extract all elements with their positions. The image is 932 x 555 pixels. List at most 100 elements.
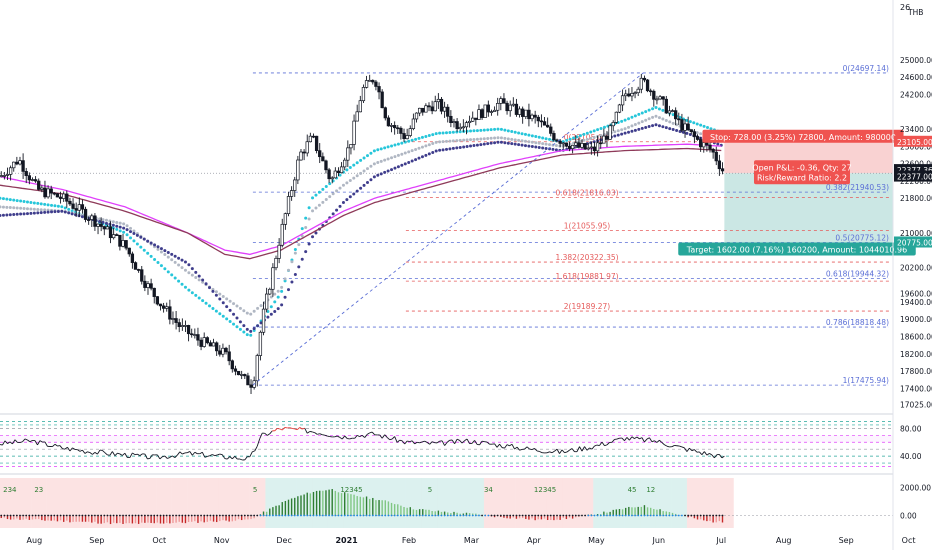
ma-dot	[232, 323, 235, 326]
candle-body	[243, 374, 246, 375]
ma-dot	[150, 241, 153, 244]
ma-dot	[414, 138, 417, 141]
candle-body	[122, 240, 125, 246]
candle-body	[434, 102, 437, 111]
ma-dot	[442, 140, 445, 143]
momentum-dot	[32, 515, 34, 517]
momentum-dot	[44, 515, 46, 517]
candle-body	[334, 171, 337, 178]
ma-dot	[448, 140, 451, 143]
rsi-segment	[220, 454, 222, 455]
ma-dot	[630, 116, 633, 119]
ma-dot	[641, 120, 644, 123]
momentum-bg-band	[406, 478, 422, 528]
ma-dot	[572, 137, 575, 140]
momentum-bg-band	[16, 478, 32, 528]
ma-dot	[156, 261, 159, 264]
fib-label-red: 1.382(20322.35)	[555, 253, 618, 262]
rsi-segment	[407, 441, 409, 442]
candle-body	[150, 284, 153, 289]
ma-dot	[122, 231, 125, 234]
candle-body	[637, 89, 640, 92]
candle-body	[534, 115, 537, 117]
candle-body	[646, 80, 649, 91]
candle-body	[225, 348, 228, 352]
ma-dot	[654, 123, 657, 126]
candle-body	[256, 356, 259, 381]
ma-dot	[472, 129, 475, 132]
ma-dot	[418, 147, 421, 150]
ma-dot	[345, 168, 348, 171]
time-tick-label: Dec	[276, 536, 291, 545]
candle-body	[418, 108, 421, 113]
ma-dot	[297, 265, 300, 268]
ma-dot	[16, 213, 19, 216]
ma-dot	[383, 146, 386, 149]
candle-body	[169, 307, 172, 319]
momentum-dot	[216, 515, 218, 517]
rsi-segment	[292, 428, 294, 429]
ma-dot	[476, 129, 479, 132]
ma-dot	[47, 211, 50, 214]
candle-body	[69, 201, 72, 204]
ma-dot	[239, 320, 242, 323]
candle-body	[290, 191, 293, 197]
candle-body	[634, 93, 637, 94]
ma-dot	[284, 296, 287, 299]
ma-dot	[424, 135, 427, 138]
ma-dot	[613, 135, 616, 138]
time-tick-label: Nov	[214, 536, 230, 545]
momentum-dot	[206, 515, 208, 517]
ma-dot	[589, 131, 592, 134]
ma-dot	[555, 144, 558, 147]
ma-dot	[136, 243, 139, 246]
ma-dot	[12, 206, 15, 209]
candle-body	[425, 106, 428, 112]
ma-dot	[105, 222, 108, 225]
ma-dot	[380, 160, 383, 163]
ma-dot	[521, 132, 524, 135]
ma-dot	[311, 209, 314, 212]
candle-body	[318, 151, 321, 157]
ma-dot	[294, 248, 297, 251]
ma-dot	[654, 106, 657, 109]
ma-dot	[294, 252, 297, 255]
candle-body	[41, 188, 44, 189]
candle-body	[584, 143, 587, 149]
ma-dot	[682, 131, 685, 134]
momentum-dot	[675, 515, 677, 517]
ma-dot	[9, 198, 12, 201]
momentum-dot	[75, 515, 77, 517]
ma-dot	[115, 225, 118, 228]
ma-dot	[634, 123, 637, 126]
candle-body	[115, 235, 118, 236]
ma-dot	[428, 152, 431, 155]
ma-dot	[301, 227, 304, 230]
momentum-dot	[441, 515, 443, 517]
candle-body	[559, 141, 562, 143]
ma-dot	[64, 210, 67, 213]
ma-dot	[163, 249, 166, 252]
ma-dot	[644, 119, 647, 122]
rsi-tick-label: 40.00	[900, 452, 922, 461]
candle-body	[468, 121, 471, 122]
momentum-dot	[416, 515, 418, 517]
ma-dot	[229, 320, 232, 323]
candle-body	[446, 107, 449, 116]
ma-dot	[400, 142, 403, 145]
ma-dot	[534, 141, 537, 144]
ma-dot	[33, 201, 36, 204]
ma-dot	[43, 211, 46, 214]
ma-dot	[208, 304, 211, 307]
ma-dot	[483, 129, 486, 132]
ma-dot	[318, 204, 321, 207]
ma-dot	[521, 139, 524, 142]
ma-dot	[126, 233, 129, 236]
ma-dot	[229, 309, 232, 312]
ma-dot	[531, 141, 534, 144]
candle-body	[706, 143, 709, 145]
candle-body	[443, 107, 446, 111]
candle-body	[309, 136, 312, 142]
